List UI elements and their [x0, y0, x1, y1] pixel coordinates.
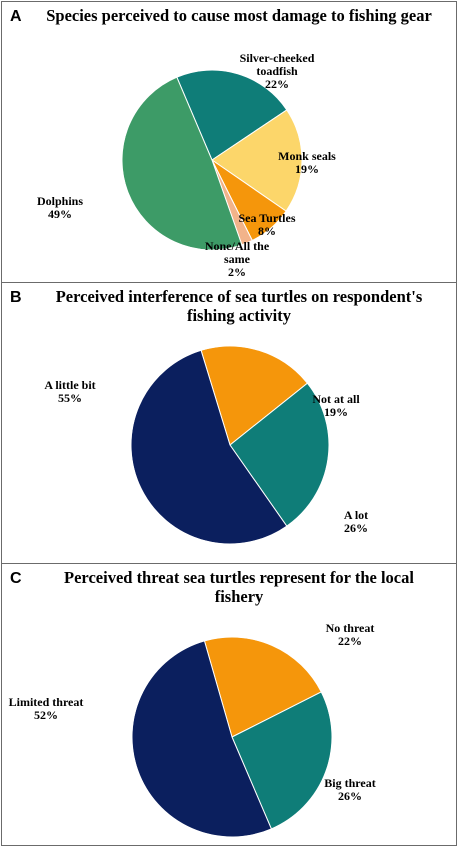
slice-value-label: 22% — [265, 77, 289, 91]
slice-value-label: 49% — [48, 207, 72, 221]
slice-label-text: Limited threat — [8, 695, 84, 709]
slice-label: Sea Turtles 8% — [238, 212, 295, 238]
slice-label: Dolphins 49% — [37, 195, 83, 221]
slice-label: A lot 26% — [344, 509, 368, 535]
slice-label-text: Dolphins — [36, 194, 84, 208]
chart-panel-c: C Perceived threat sea turtles represent… — [1, 564, 457, 846]
panel-letter: A — [10, 8, 22, 25]
pie-chart — [130, 345, 330, 545]
slice-label-text: same — [224, 252, 250, 266]
panel-letter: B — [10, 289, 22, 306]
slice-label-text: Sea Turtles — [238, 211, 296, 225]
slice-value-label: 19% — [295, 162, 319, 176]
chart-panel-a: A Species perceived to cause most damage… — [1, 1, 457, 283]
slice-label: A little bit 55% — [44, 379, 95, 405]
chart-title: Species perceived to cause most damage t… — [46, 6, 432, 25]
slice-label-text: Monk seals — [278, 149, 336, 163]
pie-chart — [121, 69, 303, 251]
slice-value-label: 8% — [257, 224, 276, 238]
slice-label-text: A little bit — [44, 378, 96, 392]
slice-value-label: 19% — [323, 405, 348, 419]
pie-chart — [131, 636, 333, 838]
slice-value-label: 22% — [338, 634, 362, 648]
slice-label-text: Silver-cheeked — [239, 51, 315, 65]
pie-outline — [131, 636, 333, 838]
slice-label-text: No threat — [325, 621, 375, 635]
chart-title: Perceived interference of sea turtles on… — [55, 287, 423, 325]
slice-label-text: None/All the — [204, 239, 270, 253]
slice-value-label: 26% — [337, 789, 362, 803]
slice-value-label: 52% — [33, 708, 58, 722]
slice-value-label: 2% — [228, 265, 246, 279]
chart-panel-b: B Perceived interference of sea turtles … — [1, 283, 457, 564]
chart-title: Perceived threat sea turtles represent f… — [64, 568, 414, 606]
slice-label: Big threat 26% — [324, 777, 375, 803]
slice-label: None/All the same 2% — [205, 240, 269, 279]
panel-letter: C — [10, 570, 22, 587]
pie-outline — [130, 345, 330, 545]
slice-label-text: A lot — [343, 508, 369, 522]
slice-label: Not at all 19% — [312, 393, 359, 419]
slice-label: No threat 22% — [326, 622, 375, 648]
slice-value-label: 55% — [57, 391, 82, 405]
pie-outline — [121, 69, 303, 251]
slice-value-label: 26% — [344, 521, 368, 535]
slice-label-text: toadfish — [256, 64, 298, 78]
slice-label: Silver-cheeked toadfish 22% — [240, 52, 315, 91]
slice-label-text: Not at all — [312, 392, 360, 406]
slice-label: Limited threat 52% — [9, 696, 84, 722]
slice-label-text: Big threat — [324, 776, 376, 790]
slice-label: Monk seals 19% — [278, 150, 336, 176]
